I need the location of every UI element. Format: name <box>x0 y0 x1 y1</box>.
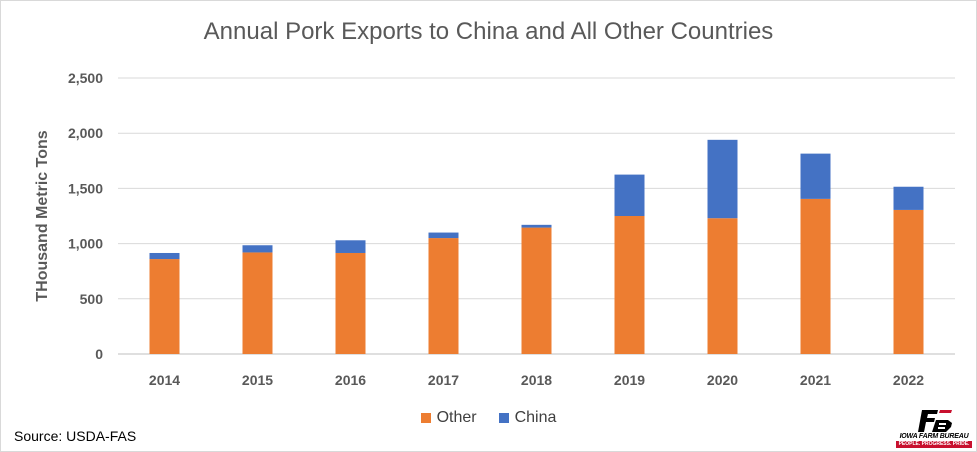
legend-item-china: China <box>498 409 557 427</box>
legend: Other China <box>0 409 977 427</box>
logo-tagline: PEOPLE. PROGRESS. PRIDE. <box>896 441 972 448</box>
x-tick-label: 2022 <box>893 372 924 388</box>
chart-title: Annual Pork Exports to China and All Oth… <box>203 18 774 45</box>
bar-china-2015 <box>242 245 273 253</box>
y-tick-labels: 0 500 1,000 1,500 2,000 2,500 <box>68 70 103 362</box>
fb-logo-icon <box>918 410 952 432</box>
x-tick-label: 2016 <box>335 372 366 388</box>
legend-label-other: Other <box>436 409 477 426</box>
legend-swatch-other <box>420 413 431 423</box>
bar-other-2016 <box>335 252 366 354</box>
y-tick-label: 0 <box>95 346 103 362</box>
bar-other-2017 <box>428 238 459 354</box>
y-tick-label: 2,000 <box>68 125 103 141</box>
bar-china-2020 <box>707 139 738 219</box>
bar-other-2018 <box>521 227 552 354</box>
bar-china-2022 <box>893 186 924 210</box>
x-tick-label: 2017 <box>428 372 459 388</box>
legend-swatch-china <box>498 413 509 423</box>
bar-china-2021 <box>800 153 831 199</box>
bar-other-2022 <box>893 209 924 354</box>
x-tick-label: 2021 <box>800 372 831 388</box>
x-tick-label: 2014 <box>149 372 180 388</box>
x-tick-labels: 2014 2015 2016 2017 2018 2019 2020 2021 2022 <box>149 372 924 388</box>
bar-other-2019 <box>614 216 645 354</box>
bar-china-2019 <box>614 174 645 216</box>
logo-name: IOWA FARM BUREAU <box>899 433 969 440</box>
bar-china-2016 <box>335 240 366 253</box>
source-note: Source: USDA-FAS <box>14 428 137 444</box>
y-tick-label: 2,500 <box>68 70 103 86</box>
y-axis-label: THousand Metric Tons <box>34 130 51 301</box>
x-tick-label: 2019 <box>614 372 645 388</box>
bar-other-2020 <box>707 218 738 354</box>
bar-china-2018 <box>521 224 552 228</box>
bar-china-2014 <box>149 252 180 260</box>
y-tick-label: 500 <box>80 291 104 307</box>
y-tick-label: 1,000 <box>68 236 103 252</box>
x-tick-label: 2015 <box>242 372 273 388</box>
bars <box>149 139 924 354</box>
legend-label-china: China <box>514 409 557 426</box>
x-tick-label: 2020 <box>707 372 738 388</box>
y-tick-label: 1,500 <box>68 180 103 196</box>
bar-other-2014 <box>149 259 180 354</box>
bar-china-2017 <box>428 232 459 239</box>
legend-item-other: Other <box>420 409 477 427</box>
iowa-farm-bureau-logo: IOWA FARM BUREAU PEOPLE. PROGRESS. PRIDE… <box>894 410 974 450</box>
x-tick-label: 2018 <box>521 372 552 388</box>
bar-other-2021 <box>800 198 831 354</box>
bar-other-2015 <box>242 252 273 354</box>
